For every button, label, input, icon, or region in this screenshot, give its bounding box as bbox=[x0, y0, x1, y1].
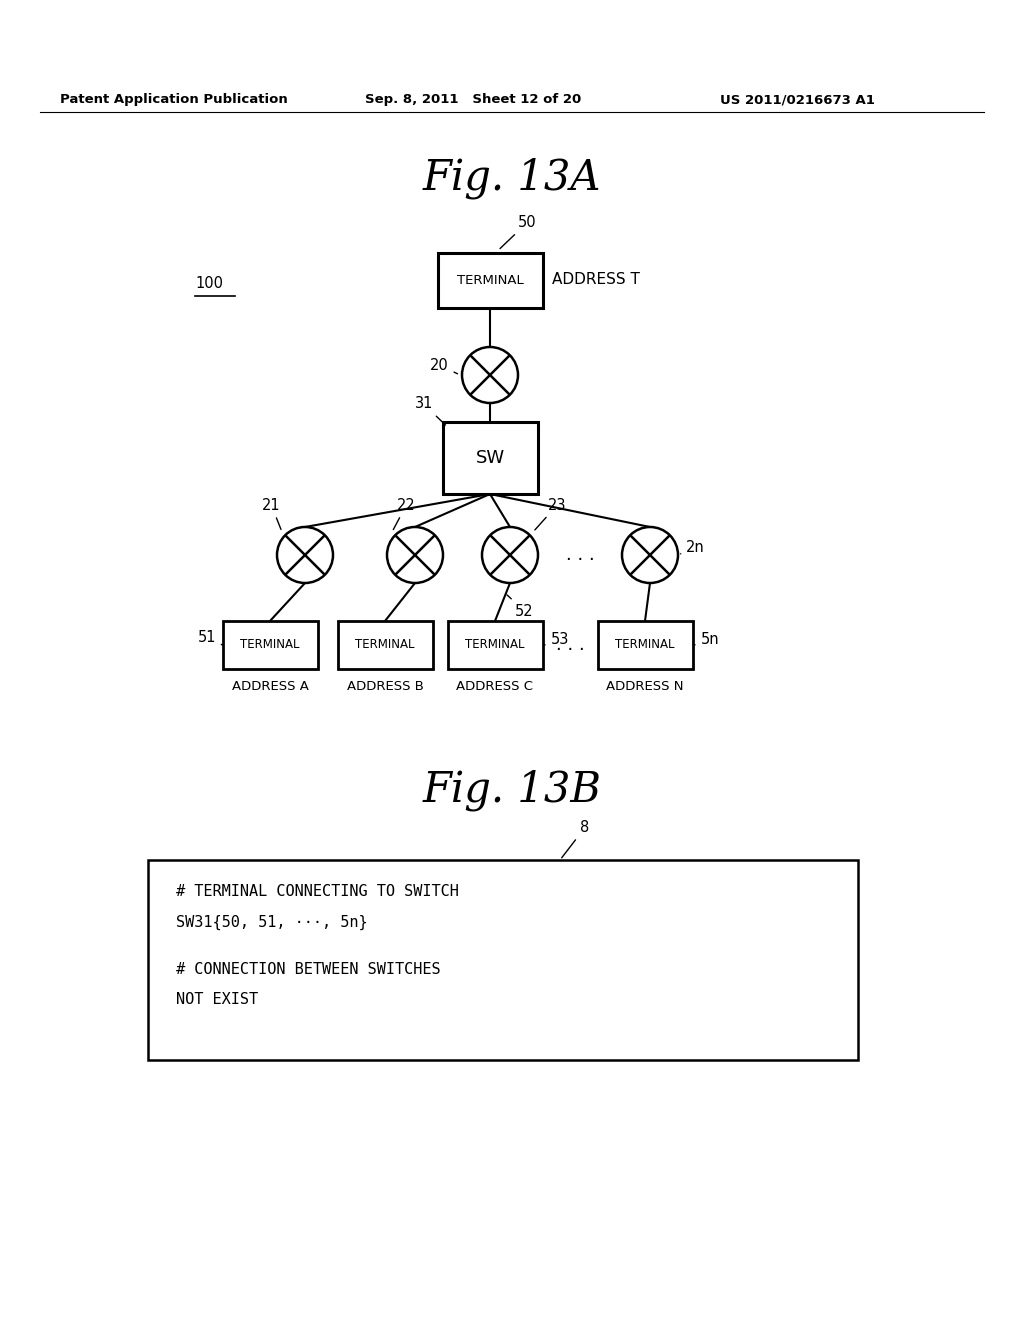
Bar bbox=[338, 620, 432, 669]
Text: 50: 50 bbox=[500, 215, 537, 248]
Text: Sep. 8, 2011   Sheet 12 of 20: Sep. 8, 2011 Sheet 12 of 20 bbox=[365, 94, 582, 107]
Circle shape bbox=[622, 527, 678, 583]
Text: ADDRESS B: ADDRESS B bbox=[346, 681, 424, 693]
Text: 21: 21 bbox=[262, 498, 281, 529]
Text: 8: 8 bbox=[562, 821, 589, 858]
Text: SW31{50, 51, ···, 5n}: SW31{50, 51, ···, 5n} bbox=[176, 915, 368, 929]
Text: NOT EXIST: NOT EXIST bbox=[176, 993, 258, 1007]
Text: 22: 22 bbox=[393, 498, 416, 529]
Text: 2n: 2n bbox=[681, 540, 705, 554]
Text: SW: SW bbox=[475, 449, 505, 467]
Bar bbox=[597, 620, 692, 669]
Bar bbox=[442, 422, 538, 494]
Bar bbox=[222, 620, 317, 669]
Text: Fig. 13A: Fig. 13A bbox=[423, 157, 601, 199]
Circle shape bbox=[278, 527, 333, 583]
Text: TERMINAL: TERMINAL bbox=[355, 639, 415, 652]
Text: 5n: 5n bbox=[694, 632, 719, 648]
Text: Fig. 13B: Fig. 13B bbox=[423, 770, 601, 810]
Text: ADDRESS N: ADDRESS N bbox=[606, 681, 684, 693]
Text: . . .: . . . bbox=[565, 546, 594, 564]
Text: # CONNECTION BETWEEN SWITCHES: # CONNECTION BETWEEN SWITCHES bbox=[176, 962, 440, 978]
Text: TERMINAL: TERMINAL bbox=[457, 273, 523, 286]
Text: 31: 31 bbox=[415, 396, 445, 425]
Circle shape bbox=[462, 347, 518, 403]
Text: ADDRESS A: ADDRESS A bbox=[231, 681, 308, 693]
Text: 52: 52 bbox=[507, 595, 534, 619]
Text: ADDRESS C: ADDRESS C bbox=[457, 681, 534, 693]
Text: 20: 20 bbox=[430, 358, 458, 374]
Text: 23: 23 bbox=[535, 498, 566, 529]
Text: Patent Application Publication: Patent Application Publication bbox=[60, 94, 288, 107]
Text: . . .: . . . bbox=[556, 636, 585, 653]
Text: TERMINAL: TERMINAL bbox=[615, 639, 675, 652]
Text: TERMINAL: TERMINAL bbox=[241, 639, 300, 652]
Text: 53: 53 bbox=[545, 632, 569, 648]
Text: ADDRESS T: ADDRESS T bbox=[553, 272, 640, 288]
Bar bbox=[447, 620, 543, 669]
Bar bbox=[148, 861, 858, 1060]
Text: # TERMINAL CONNECTING TO SWITCH: # TERMINAL CONNECTING TO SWITCH bbox=[176, 884, 459, 899]
Circle shape bbox=[387, 527, 443, 583]
Bar bbox=[437, 252, 543, 308]
Text: 51: 51 bbox=[198, 630, 222, 645]
Text: TERMINAL: TERMINAL bbox=[465, 639, 524, 652]
Text: US 2011/0216673 A1: US 2011/0216673 A1 bbox=[720, 94, 874, 107]
Circle shape bbox=[482, 527, 538, 583]
Text: 100: 100 bbox=[195, 276, 223, 290]
